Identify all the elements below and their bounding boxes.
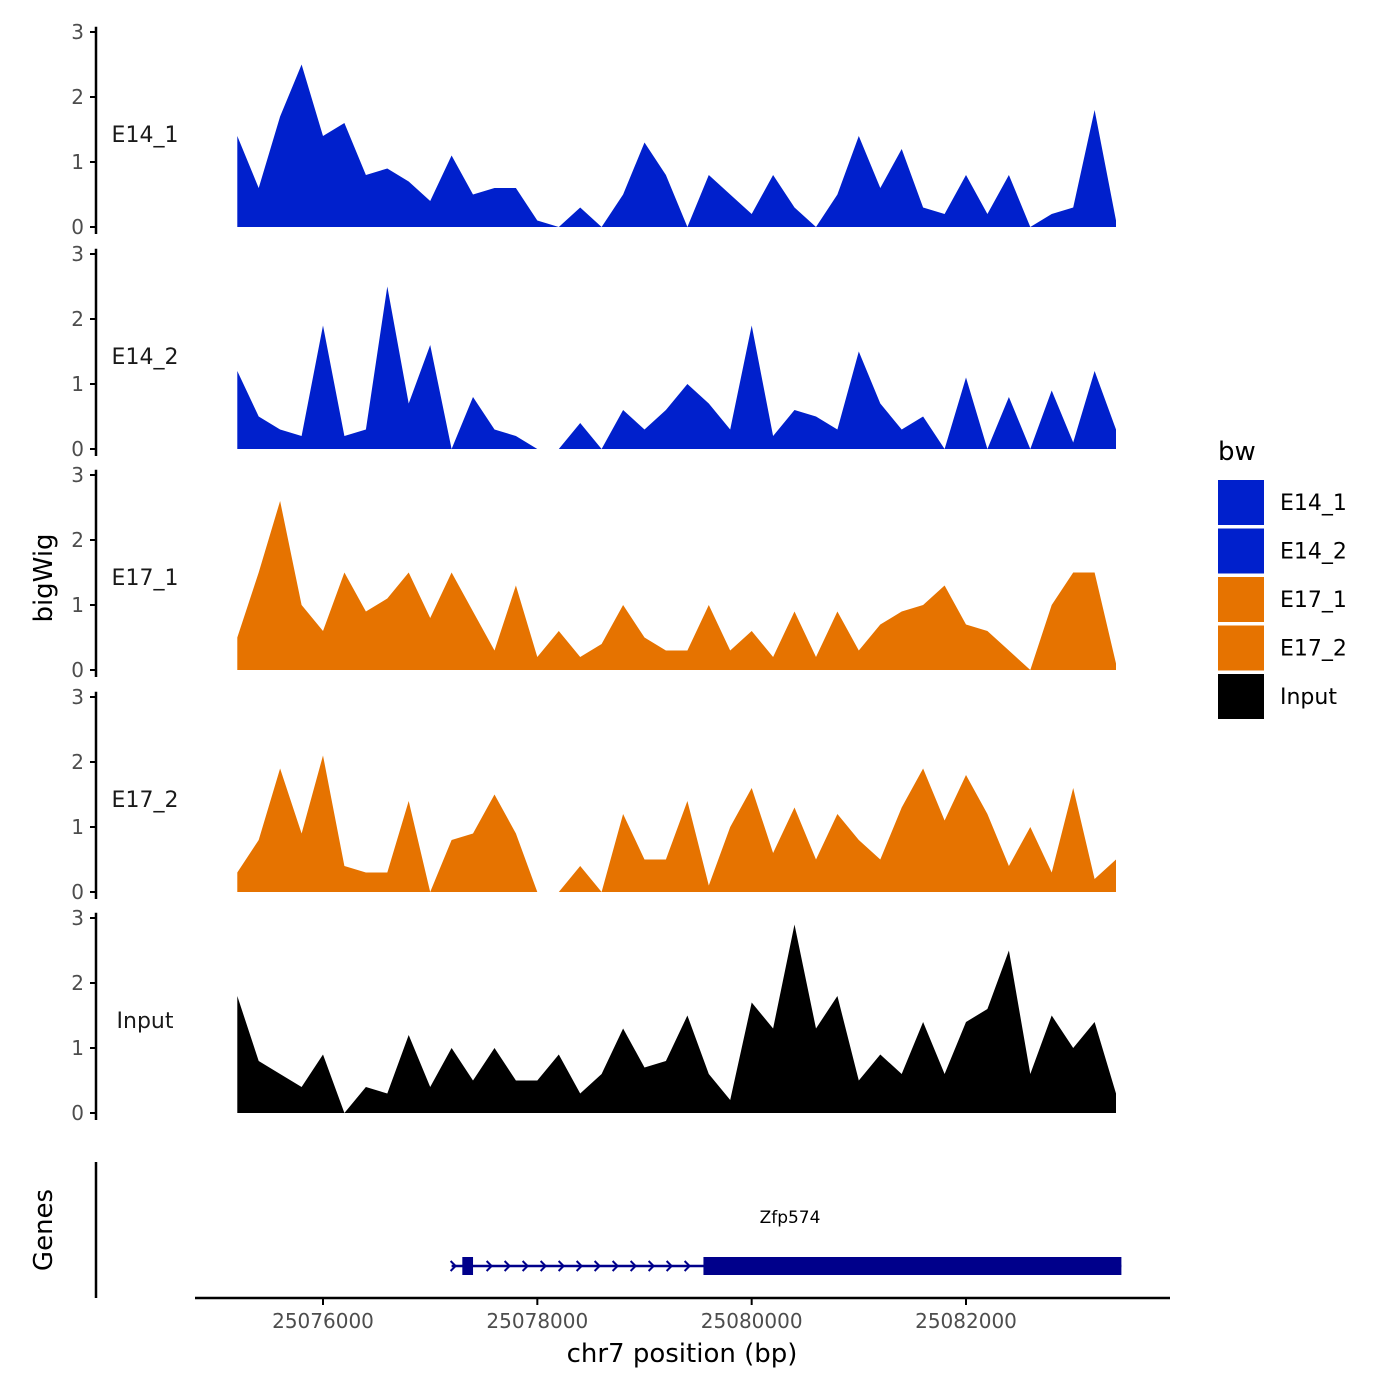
y-tick-label: 2 — [71, 750, 84, 774]
gene-strand-arrow — [521, 1260, 530, 1272]
track-e17-2: 0 1 2 3 E17_2 — [71, 685, 1117, 904]
genes-panel: Genes Zfp574 — [29, 1162, 1122, 1298]
y-tick-label: 1 — [71, 372, 84, 396]
y-tick-label: 1 — [71, 815, 84, 839]
legend: bw E14_1 E14_2 E17_1 E17_2 Input — [1218, 437, 1347, 719]
legend-swatch-e17-2 — [1218, 625, 1264, 671]
legend-swatch-e17-1 — [1218, 577, 1264, 622]
y-tick-label: 2 — [71, 528, 84, 552]
y-tick-label: 3 — [71, 685, 84, 709]
y-tick-label: 3 — [71, 906, 84, 930]
track-label-input: Input — [117, 1009, 174, 1034]
area-e17-2 — [237, 755, 1117, 892]
track-e14-2: 0 1 2 3 E14_2 — [71, 242, 1117, 461]
track-label-e17-2: E17_2 — [112, 788, 179, 813]
y-axis-title: bigWig — [29, 533, 59, 622]
track-label-e14-1: E14_1 — [112, 123, 179, 148]
y-tick-label: 0 — [71, 658, 84, 682]
x-axis-title: chr7 position (bp) — [567, 1339, 798, 1369]
gene-strand-arrow — [593, 1260, 602, 1272]
x-tick-label: 25080000 — [701, 1309, 803, 1333]
signal-tracks: 0 1 2 3 E14_1 0 1 2 3 E14_2 0 1 2 3 E17_1 0 1 2 3 E17_2 0 1 2 3… — [71, 20, 1117, 1125]
x-tick-label: 25076000 — [272, 1309, 374, 1333]
track-label-e17-1: E17_1 — [112, 566, 179, 591]
legend-swatch-e14-1 — [1218, 480, 1264, 525]
gene-strand-arrow — [557, 1260, 566, 1272]
area-input — [237, 924, 1117, 1113]
gene-strand-arrow — [503, 1260, 512, 1272]
x-tick-label: 25078000 — [486, 1309, 588, 1333]
gene-strand-arrow — [665, 1260, 674, 1272]
area-e17-1 — [237, 501, 1117, 670]
area-e14-1 — [237, 64, 1117, 227]
track-input: 0 1 2 3 Input — [71, 906, 1117, 1125]
y-tick-label: 0 — [71, 437, 84, 461]
gene-strand-arrow — [611, 1260, 620, 1272]
area-e14-2 — [237, 286, 1117, 449]
legend-swatch-e14-2 — [1218, 528, 1264, 574]
legend-title: bw — [1218, 437, 1256, 467]
gene-model: Zfp574 — [449, 1208, 1122, 1275]
x-axis: 25076000 25078000 25080000 25082000 — [195, 1296, 1170, 1333]
legend-label-e14-2: E14_2 — [1280, 540, 1347, 565]
y-tick-label: 2 — [71, 85, 84, 109]
legend-label-e17-1: E17_1 — [1280, 588, 1347, 613]
gene-exon — [462, 1257, 474, 1275]
y-tick-label: 3 — [71, 20, 84, 44]
y-tick-label: 0 — [71, 880, 84, 904]
gene-exon — [703, 1257, 1122, 1275]
y-tick-label: 2 — [71, 307, 84, 331]
y-tick-label: 3 — [71, 242, 84, 266]
gene-strand-arrow — [629, 1260, 638, 1272]
gene-strand-arrow — [575, 1260, 584, 1272]
gene-strand-arrow — [683, 1260, 692, 1272]
track-e14-1: 0 1 2 3 E14_1 — [71, 20, 1117, 239]
y-tick-label: 1 — [71, 593, 84, 617]
legend-label-e17-2: E17_2 — [1280, 637, 1347, 662]
y-tick-label: 3 — [71, 463, 84, 487]
y-tick-label: 1 — [71, 1036, 84, 1060]
gene-strand-arrow — [539, 1260, 548, 1272]
gene-strand-arrow — [485, 1260, 494, 1272]
y-tick-label: 0 — [71, 1101, 84, 1125]
y-tick-label: 1 — [71, 150, 84, 174]
genes-axis-title: Genes — [29, 1189, 59, 1271]
legend-label-input: Input — [1280, 685, 1337, 710]
x-tick-label: 25082000 — [915, 1309, 1017, 1333]
gene-strand-arrow — [449, 1260, 458, 1272]
y-tick-label: 2 — [71, 971, 84, 995]
legend-swatch-input — [1218, 674, 1264, 719]
y-tick-label: 0 — [71, 215, 84, 239]
track-e17-1: 0 1 2 3 E17_1 — [71, 463, 1117, 682]
gene-strand-arrow — [647, 1260, 656, 1272]
gene-name-label: Zfp574 — [760, 1208, 821, 1228]
legend-label-e14-1: E14_1 — [1280, 491, 1347, 516]
track-label-e14-2: E14_2 — [112, 345, 179, 370]
